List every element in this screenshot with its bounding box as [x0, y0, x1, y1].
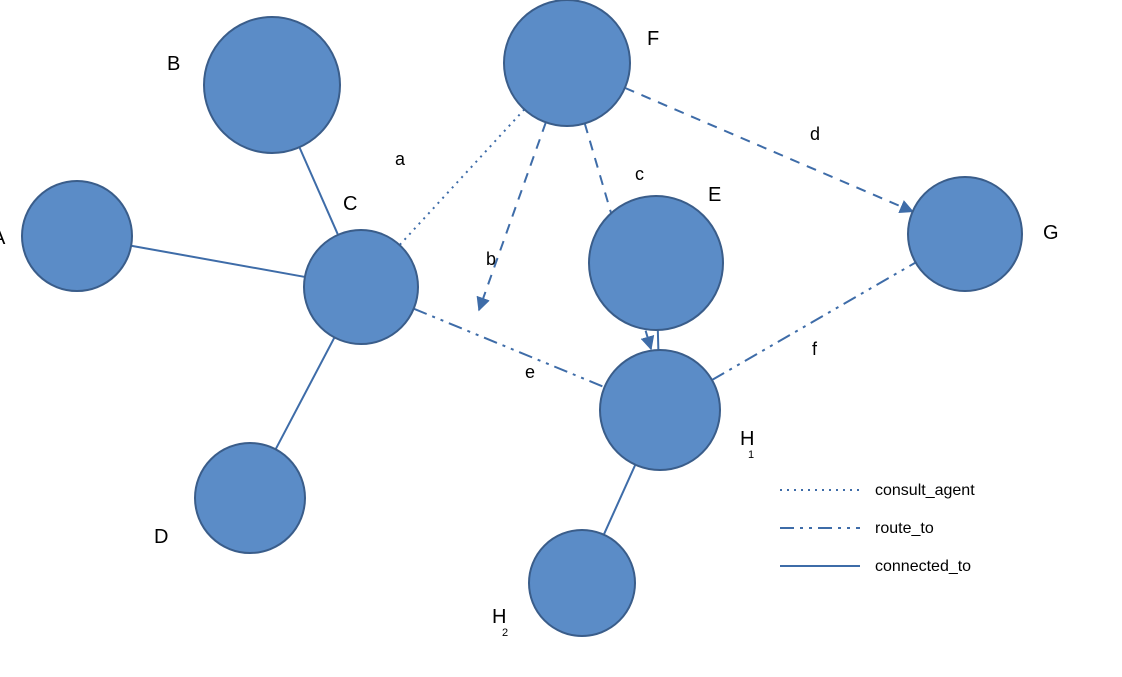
legend-label: consult_agent: [875, 482, 975, 499]
nodes: [22, 0, 1022, 636]
node-F: [504, 0, 630, 126]
node-D: [195, 443, 305, 553]
edge-solid: [276, 337, 335, 449]
node-label: E: [708, 184, 721, 206]
edge-dashed-arrow: [479, 122, 546, 310]
node-label: A: [0, 227, 6, 249]
edge-solid: [131, 246, 305, 277]
edge-dotted: [400, 109, 525, 245]
node-A: [22, 181, 132, 291]
node-label-sub: 2: [502, 627, 508, 639]
edge-label: a: [395, 149, 406, 169]
node-label: F: [647, 28, 659, 50]
edge-dashdot: [414, 309, 605, 387]
node-label: D: [154, 526, 168, 548]
edge-label: c: [635, 164, 644, 184]
edge-label: e: [525, 362, 535, 382]
node-label: C: [343, 193, 357, 215]
edge-solid: [299, 147, 338, 235]
edge-label: f: [812, 339, 818, 359]
edge-solid: [658, 330, 659, 350]
node-label: B: [167, 53, 180, 75]
node-label: H: [740, 428, 754, 450]
network-diagram: abcdefABCDEFGH1H2consult_agentroute_toco…: [0, 0, 1122, 677]
legend-label: connected_to: [875, 558, 971, 575]
node-E: [589, 196, 723, 330]
node-G: [908, 177, 1022, 291]
legend-label: route_to: [875, 520, 934, 537]
edge-dashdot: [712, 262, 916, 380]
node-label: G: [1043, 222, 1059, 244]
node-H1: [600, 350, 720, 470]
node-B: [204, 17, 340, 153]
edge-solid: [604, 465, 636, 535]
node-H2: [529, 530, 635, 636]
edge-dashed-arrow: [625, 88, 913, 212]
edge-label: d: [810, 124, 820, 144]
labels: abcdefABCDEFGH1H2: [0, 28, 1059, 639]
edge-label: b: [486, 249, 496, 269]
node-label: H: [492, 606, 506, 628]
node-label-sub: 1: [748, 449, 754, 461]
node-C: [304, 230, 418, 344]
